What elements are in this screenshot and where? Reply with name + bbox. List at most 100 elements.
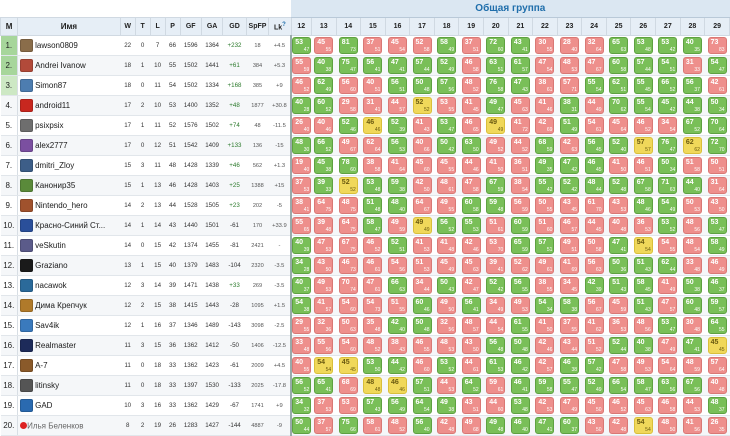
match-score[interactable]: 57 44	[633, 57, 653, 74]
match-score[interactable]: 48 53	[437, 337, 457, 354]
match-score[interactable]: 62 44	[658, 257, 678, 274]
match-score[interactable]: 75 66	[338, 417, 358, 434]
match-score[interactable]: 57 43	[363, 397, 383, 414]
match-score[interactable]: 68 69	[338, 377, 358, 394]
match-score[interactable]: 50 58	[584, 237, 604, 254]
match-score[interactable]: 56 52	[437, 217, 457, 234]
player-name-link[interactable]: Realmaster	[35, 341, 76, 350]
col-spfp[interactable]: SpFP	[245, 17, 270, 36]
match-score[interactable]: 40 48	[707, 377, 727, 394]
match-score[interactable]: 51 43	[633, 257, 653, 274]
match-score[interactable]: 49 59	[387, 217, 407, 234]
match-score[interactable]: 51 53	[412, 257, 432, 274]
match-score[interactable]: 53 50	[363, 357, 383, 374]
match-score[interactable]: 55 54	[633, 97, 653, 114]
match-score[interactable]: 66 54	[609, 377, 629, 394]
match-score[interactable]: 36 53	[633, 217, 653, 234]
table-row[interactable]: 10. Красно-Синий Ст... 14 1 14 43 1440 1501 -61 1…	[0, 215, 730, 236]
match-score[interactable]: 57 42	[584, 357, 604, 374]
match-score[interactable]: 40 39	[292, 237, 312, 254]
table-row[interactable]: 6. alex2777 17 0 12 51 1542 1409 +133 136 -15 48 30 6…	[0, 135, 730, 156]
match-score[interactable]: 70 74	[338, 277, 358, 294]
match-score[interactable]: 41 50	[535, 317, 555, 334]
table-row[interactable]: 9. Nintendo_hero 14 2 13 44 1528 1505 +23 202 -5 38…	[0, 195, 730, 216]
match-score[interactable]: 40 28	[292, 97, 312, 114]
player-name-link[interactable]: Sav4ik	[35, 321, 60, 330]
match-score[interactable]: 51 61	[486, 217, 506, 234]
match-score[interactable]: 49 53	[633, 357, 653, 374]
match-score[interactable]: 44 53	[437, 377, 457, 394]
match-score[interactable]: 55 47	[560, 377, 579, 394]
match-score[interactable]: 52 52	[338, 177, 358, 194]
col-gd[interactable]: GD	[222, 17, 247, 36]
match-score[interactable]: 51 60	[535, 217, 555, 234]
match-score[interactable]: 67 59	[486, 177, 506, 194]
match-score[interactable]: 54 61	[584, 117, 604, 134]
match-score[interactable]: 45 45	[338, 357, 358, 374]
match-score[interactable]: 56 40	[412, 417, 432, 434]
match-score[interactable]: 62 49	[314, 77, 334, 94]
match-score[interactable]: 52 46	[338, 117, 358, 134]
match-score[interactable]: 49 50	[437, 297, 457, 314]
match-score[interactable]: 41 57	[314, 297, 334, 314]
table-row[interactable]: 4. android11 17 2 10 53 1400 1352 +48 1877 +30.8 40…	[0, 95, 730, 116]
match-score[interactable]: 53 47	[292, 37, 312, 54]
player-cell[interactable]: Дима Крепчук	[17, 295, 121, 316]
match-score[interactable]: 48 53	[560, 57, 579, 74]
match-score[interactable]: 51 48	[363, 197, 383, 214]
col-ga[interactable]: GA	[200, 17, 224, 36]
match-score[interactable]: 46 46	[387, 377, 407, 394]
player-cell[interactable]: A-7	[17, 355, 121, 376]
match-score[interactable]: 53 70	[486, 237, 506, 254]
match-score[interactable]: 55 53	[461, 217, 481, 234]
match-score[interactable]: 42 46	[461, 237, 481, 254]
match-score[interactable]: 48 57	[461, 317, 481, 334]
match-score[interactable]: 45 55	[314, 37, 334, 54]
match-score[interactable]: 32 36	[314, 317, 334, 334]
match-score[interactable]: 43 45	[560, 197, 579, 214]
match-score[interactable]: 48 54	[682, 237, 702, 254]
match-score[interactable]: 48 75	[338, 197, 358, 214]
match-score[interactable]: 46 38	[560, 357, 579, 374]
match-score[interactable]: 46 60	[412, 357, 432, 374]
match-score[interactable]: 57 64	[707, 357, 727, 374]
match-score[interactable]: 57 51	[412, 377, 432, 394]
table-row[interactable]: 18. litinsky 11 0 18 33 1397 1530 -133 2025 -17.8 5…	[0, 375, 730, 396]
match-score[interactable]: 53 47	[437, 117, 457, 134]
match-score[interactable]: 52 58	[412, 37, 432, 54]
match-score[interactable]: 52 44	[609, 337, 629, 354]
match-score[interactable]: 44 46	[461, 157, 481, 174]
player-cell[interactable]: dmitri_Zloy	[17, 155, 121, 176]
match-score[interactable]: 30 55	[535, 37, 555, 54]
match-score[interactable]: 72 60	[486, 37, 506, 54]
match-score[interactable]: 54 51	[658, 57, 678, 74]
match-score[interactable]: 60 58	[461, 197, 481, 214]
match-score[interactable]: 56 53	[387, 137, 407, 154]
match-score[interactable]: 50 48	[412, 77, 432, 94]
match-score[interactable]: 45 54	[387, 37, 407, 54]
match-score[interactable]: 44 38	[682, 97, 702, 114]
match-score[interactable]: 43 50	[461, 337, 481, 354]
match-score[interactable]: 54 60	[338, 337, 358, 354]
match-score[interactable]: 46 37	[707, 277, 727, 294]
round-header[interactable]: 22	[532, 17, 558, 36]
player-name-link[interactable]: psixpsix	[35, 121, 64, 130]
match-score[interactable]: 41 49	[658, 277, 678, 294]
match-score[interactable]: 72 70	[707, 137, 727, 154]
match-score[interactable]: 46 49	[707, 257, 727, 274]
match-score[interactable]: 56 67	[584, 297, 604, 314]
match-score[interactable]: 53 47	[658, 317, 678, 334]
match-score[interactable]: 42 46	[535, 337, 555, 354]
match-score[interactable]: 50 48	[412, 317, 432, 334]
player-cell[interactable]: Илья Беленков	[17, 415, 121, 436]
match-score[interactable]: 41 62	[584, 317, 604, 334]
match-score[interactable]: 76 58	[486, 77, 506, 94]
table-row[interactable]: 1. lawson0809 22 0 7 66 1596 1364 +232 18 +4.5 53 47…	[0, 35, 730, 56]
match-score[interactable]: 41 72	[510, 117, 530, 134]
match-score[interactable]: 42 48	[609, 417, 629, 434]
match-score[interactable]: 56 45	[584, 137, 604, 154]
match-score[interactable]: 63 50	[461, 137, 481, 154]
match-score[interactable]: 64 75	[338, 217, 358, 234]
player-name-link[interactable]: litinsky	[35, 381, 60, 390]
match-score[interactable]: 52 42	[560, 177, 579, 194]
